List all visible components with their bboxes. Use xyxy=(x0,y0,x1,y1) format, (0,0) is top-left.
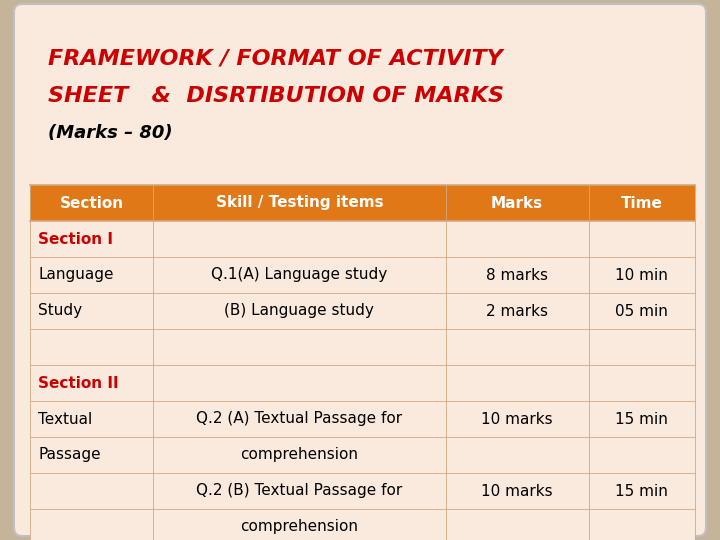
Bar xyxy=(30,185,695,221)
Bar xyxy=(30,437,695,473)
Text: comprehension: comprehension xyxy=(240,519,359,535)
Text: Q.1(A) Language study: Q.1(A) Language study xyxy=(211,267,387,282)
Text: Section: Section xyxy=(60,195,124,211)
Bar xyxy=(30,365,695,401)
Text: 10 marks: 10 marks xyxy=(481,411,553,427)
Text: Passage: Passage xyxy=(38,448,101,462)
Text: 05 min: 05 min xyxy=(616,303,668,319)
Text: 15 min: 15 min xyxy=(616,483,668,498)
Text: 8 marks: 8 marks xyxy=(486,267,548,282)
Bar xyxy=(30,293,695,329)
Text: FRAMEWORK / FORMAT OF ACTIVITY: FRAMEWORK / FORMAT OF ACTIVITY xyxy=(48,48,503,68)
Text: Marks: Marks xyxy=(491,195,543,211)
Text: 15 min: 15 min xyxy=(616,411,668,427)
Text: 10 marks: 10 marks xyxy=(481,483,553,498)
Text: Skill / Testing items: Skill / Testing items xyxy=(215,195,383,211)
Bar xyxy=(30,329,695,365)
Text: Time: Time xyxy=(621,195,662,211)
Text: Study: Study xyxy=(38,303,82,319)
Text: Section I: Section I xyxy=(38,232,113,246)
Bar xyxy=(30,257,695,293)
Text: Language: Language xyxy=(38,267,114,282)
Text: Q.2 (A) Textual Passage for: Q.2 (A) Textual Passage for xyxy=(197,411,402,427)
Bar xyxy=(30,221,695,257)
Text: Section II: Section II xyxy=(38,375,119,390)
Text: Textual: Textual xyxy=(38,411,92,427)
Bar xyxy=(30,401,695,437)
FancyBboxPatch shape xyxy=(14,4,706,536)
Text: 10 min: 10 min xyxy=(616,267,668,282)
Text: (Marks – 80): (Marks – 80) xyxy=(48,124,173,142)
Text: SHEET   &  DISRTIBUTION OF MARKS: SHEET & DISRTIBUTION OF MARKS xyxy=(48,86,504,106)
Text: comprehension: comprehension xyxy=(240,448,359,462)
Bar xyxy=(30,509,695,540)
Text: (B) Language study: (B) Language study xyxy=(225,303,374,319)
Bar xyxy=(30,473,695,509)
Text: Q.2 (B) Textual Passage for: Q.2 (B) Textual Passage for xyxy=(196,483,402,498)
Text: 2 marks: 2 marks xyxy=(486,303,548,319)
